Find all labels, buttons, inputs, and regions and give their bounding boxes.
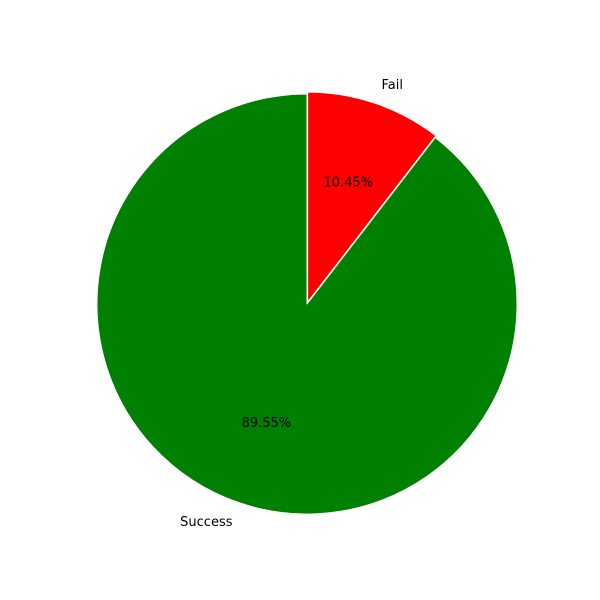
pie-slices [96, 91, 518, 515]
pie-slice-success [96, 93, 518, 515]
pct-label-fail: 10.45% [323, 175, 373, 190]
pct-label-success: 89.55% [242, 416, 292, 431]
slice-label-fail: Fail [381, 78, 402, 93]
pie-labels: Fail 10.45% Success 89.55% [180, 78, 403, 530]
slice-label-success: Success [180, 515, 233, 530]
pie-slice-fail [307, 91, 437, 303]
